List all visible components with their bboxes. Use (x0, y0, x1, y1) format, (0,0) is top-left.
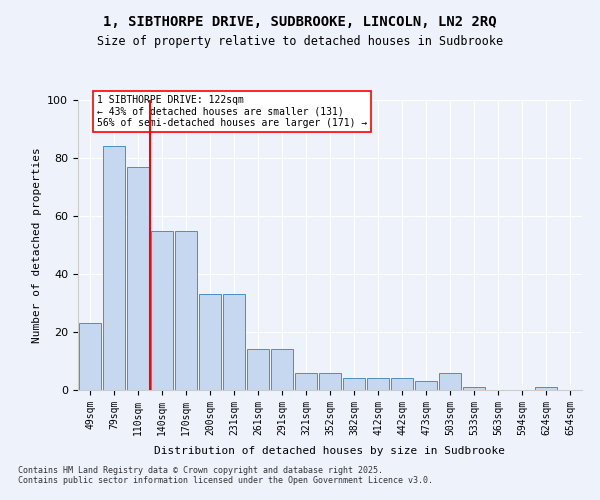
Bar (295, 372, 317, 390)
Bar (463, 387, 485, 390)
Text: Contains HM Land Registry data © Crown copyright and database right 2025.
Contai: Contains HM Land Registry data © Crown c… (18, 466, 433, 485)
Bar (439, 372, 461, 390)
Bar (367, 378, 389, 390)
Bar (175, 230, 197, 390)
Bar (127, 166, 149, 390)
Bar (415, 382, 437, 390)
Y-axis label: Number of detached properties: Number of detached properties (32, 147, 42, 343)
X-axis label: Distribution of detached houses by size in Sudbrooke: Distribution of detached houses by size … (155, 446, 505, 456)
Bar (343, 378, 365, 390)
Text: Size of property relative to detached houses in Sudbrooke: Size of property relative to detached ho… (97, 35, 503, 48)
Bar (151, 230, 173, 390)
Bar (535, 387, 557, 390)
Bar (223, 294, 245, 390)
Bar (391, 378, 413, 390)
Text: 1 SIBTHORPE DRIVE: 122sqm
← 43% of detached houses are smaller (131)
56% of semi: 1 SIBTHORPE DRIVE: 122sqm ← 43% of detac… (97, 95, 367, 128)
Bar (199, 294, 221, 390)
Bar (247, 350, 269, 390)
Bar (319, 372, 341, 390)
Bar (79, 324, 101, 390)
Bar (271, 350, 293, 390)
Bar (103, 146, 125, 390)
Text: 1, SIBTHORPE DRIVE, SUDBROOKE, LINCOLN, LN2 2RQ: 1, SIBTHORPE DRIVE, SUDBROOKE, LINCOLN, … (103, 15, 497, 29)
